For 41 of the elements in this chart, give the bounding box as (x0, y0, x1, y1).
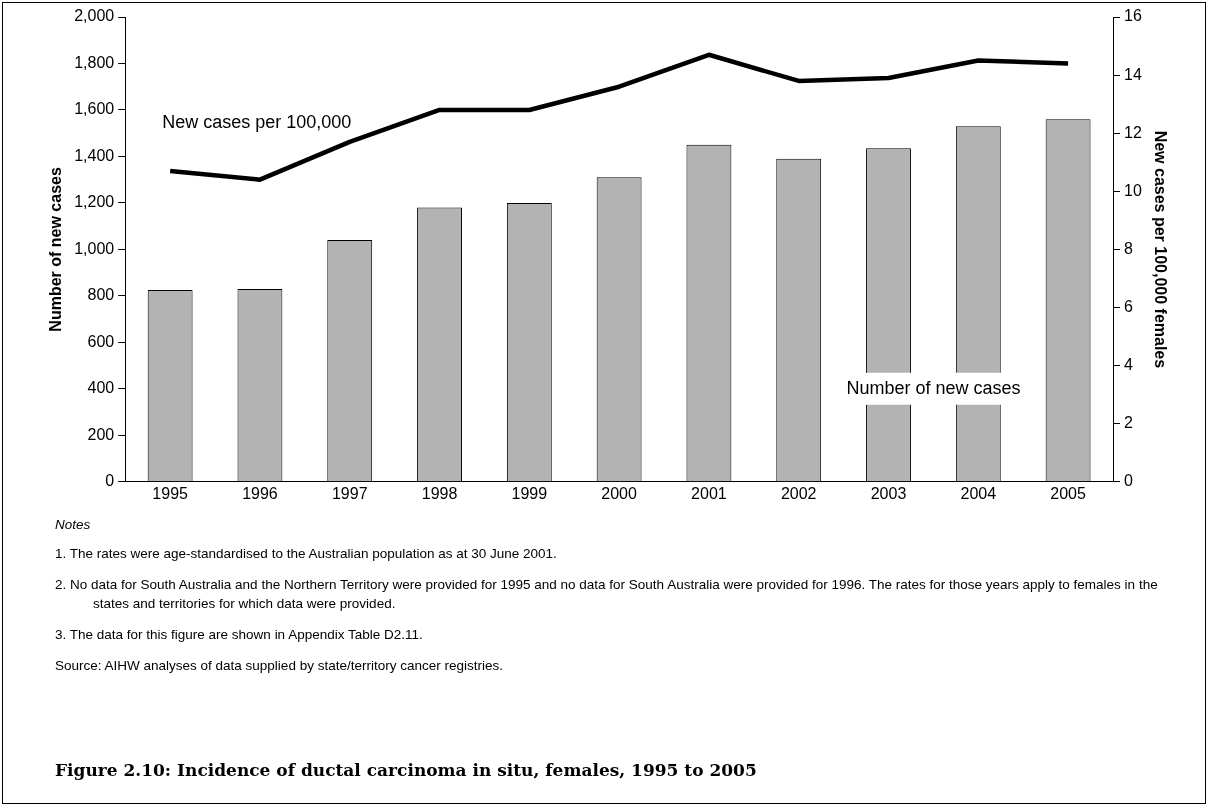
x-tick-label: 2004 (960, 484, 997, 502)
y2-tick-label: 0 (1124, 472, 1133, 490)
y-tick-label: 1,000 (74, 239, 115, 257)
x-tick-label: 2002 (780, 484, 817, 502)
x-tick-label: 2000 (601, 484, 638, 502)
y-tick-label: 200 (87, 425, 115, 443)
y2-tick-label: 14 (1124, 65, 1142, 83)
text: 3. The data for this figure are shown in Appendix Table D2.11. (55, 626, 424, 644)
y-axis-title: Number of new cases (47, 167, 65, 332)
text: Notes (55, 516, 92, 534)
x-tick-label: 1996 (242, 484, 278, 502)
x-tick-label: 2003 (870, 484, 907, 502)
y-tick-label: 0 (105, 472, 115, 490)
x-tick-label: 1997 (331, 484, 368, 502)
y2-axis-title: New cases per 100,000 females (1151, 130, 1169, 369)
series-label: Number of new cases (846, 377, 1021, 398)
x-tick-label: 2001 (691, 484, 727, 502)
x-tick-label: 1999 (511, 484, 548, 502)
y-tick-label: 600 (87, 332, 115, 350)
text: 1. The rates were age-standardised to the Australian population as at 30 June 2001. (55, 545, 558, 563)
y2-tick-label: 12 (1124, 123, 1142, 141)
y-tick-label: 1,800 (74, 53, 115, 71)
y2-tick-label: 2 (1124, 414, 1133, 432)
y-tick-label: 1,600 (74, 100, 115, 118)
text: Figure 2.10: Incidence of ductal carcinoma in situ, females, 1995 to 2005 (55, 760, 757, 780)
y-tick-label: 400 (87, 379, 115, 397)
y-tick-label: 1,400 (74, 146, 115, 164)
y2-tick-label: 10 (1124, 181, 1142, 199)
text: 2. No data for South Australia and the Northern Territory were provided for 1995 and no data for South Australia were provided for 1996. The rates for those years apply to females in the states and territories for which data were provided. (55, 576, 1159, 613)
y-tick-label: 1,200 (74, 193, 115, 211)
y2-tick-label: 16 (1124, 7, 1142, 25)
y2-tick-label: 8 (1124, 239, 1133, 257)
y-tick-label: 2,000 (74, 7, 115, 25)
y-tick-label: 800 (87, 286, 115, 304)
y2-tick-label: 4 (1124, 356, 1133, 374)
y2-tick-label: 6 (1124, 297, 1133, 315)
series-label: New cases per 100,000 (162, 111, 352, 132)
x-tick-label: 2005 (1050, 484, 1086, 502)
x-tick-label: 1995 (152, 484, 189, 502)
x-tick-label: 1998 (421, 484, 458, 502)
source-note: Source: AIHW analyses of data supplied by state/territory cancer registries. (55, 657, 504, 675)
